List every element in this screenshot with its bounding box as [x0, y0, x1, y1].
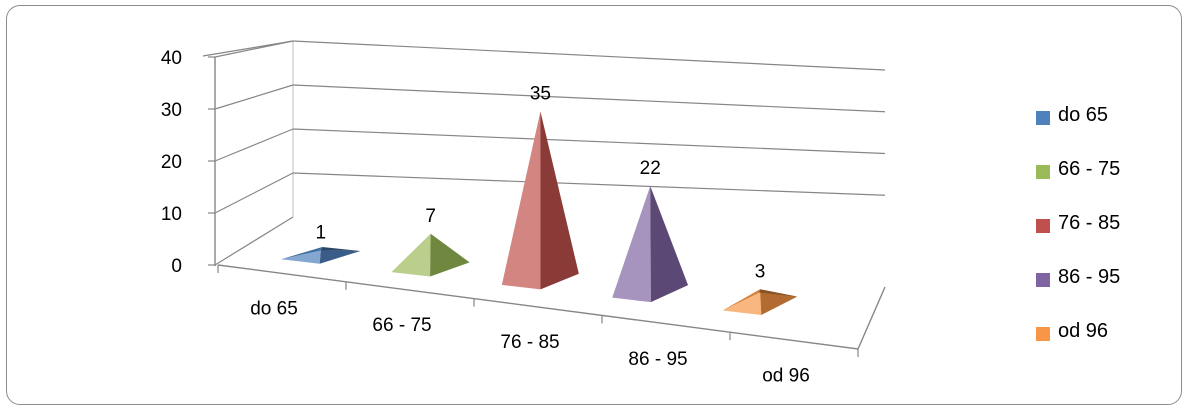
axes — [214, 57, 886, 357]
legend-swatch — [1036, 165, 1050, 179]
legend-label: 76 - 85 — [1058, 212, 1121, 234]
pyramid-mark — [722, 289, 798, 315]
legend-swatch — [1036, 219, 1050, 233]
gridline — [214, 40, 294, 58]
gridline — [214, 216, 294, 266]
pyramid-front-face — [501, 111, 541, 290]
chart-walls — [202, 40, 294, 217]
pyramid-front-face — [612, 185, 651, 303]
y-tick-label: 20 — [161, 152, 182, 173]
gridline — [214, 128, 294, 162]
gridline — [214, 172, 294, 214]
gridline — [292, 84, 886, 113]
data-labels: 1 7 35 22 3 — [316, 83, 766, 282]
pyramid-mark — [612, 185, 689, 303]
data-label: 3 — [755, 261, 766, 282]
y-tick-label: 30 — [161, 100, 182, 121]
legend-label: od 96 — [1058, 320, 1109, 342]
pyramid-back-face — [759, 289, 798, 297]
pyramid-mark — [391, 233, 470, 277]
pyramid-back-face — [320, 246, 361, 251]
x-tick-label: 86 - 95 — [628, 349, 687, 370]
pyramid-side-face — [430, 233, 470, 277]
y-tick-label: 0 — [171, 256, 182, 277]
pyramid-side-face — [650, 185, 689, 303]
x-tick-label: 76 - 85 — [500, 332, 559, 353]
chart-frame — [6, 5, 1182, 405]
pyramids — [281, 111, 798, 315]
pyramid-side-face — [760, 289, 798, 315]
pyramid-front-face — [391, 233, 431, 277]
legend-swatch — [1036, 111, 1050, 125]
pyramid-mark — [501, 111, 579, 290]
y-tick-labels: 0 10 20 30 40 — [161, 48, 182, 277]
data-label: 7 — [425, 206, 436, 227]
data-label: 1 — [316, 222, 327, 243]
pyramid-side-face — [540, 111, 579, 290]
x-tick-label: od 96 — [762, 366, 810, 387]
pyramid-front-face — [281, 250, 321, 264]
pyramid-left-face — [722, 289, 761, 311]
data-label: 22 — [640, 158, 661, 179]
legend-label: 66 - 75 — [1058, 158, 1121, 180]
gridline — [214, 84, 294, 110]
gridline — [292, 172, 886, 196]
data-label: 35 — [530, 83, 551, 104]
gridline — [292, 128, 886, 155]
y-tick-label: 40 — [161, 48, 182, 69]
y-tick-label: 10 — [161, 204, 182, 225]
gridline — [292, 40, 886, 71]
legend-label: do 65 — [1058, 104, 1109, 126]
gridlines — [208, 40, 886, 266]
x-tick-label: 66 - 75 — [372, 315, 431, 336]
pyramid-side-face — [319, 250, 361, 264]
legend-label: 86 - 95 — [1058, 266, 1121, 288]
pyramid-mark — [281, 246, 361, 264]
x-tick-labels: do 65 66 - 75 76 - 85 86 - 95 od 96 — [250, 298, 810, 386]
legend-swatch — [1036, 327, 1050, 341]
pyramid-left-face — [281, 246, 323, 260]
x-tick-label: do 65 — [250, 298, 298, 319]
legend-swatch — [1036, 273, 1050, 287]
